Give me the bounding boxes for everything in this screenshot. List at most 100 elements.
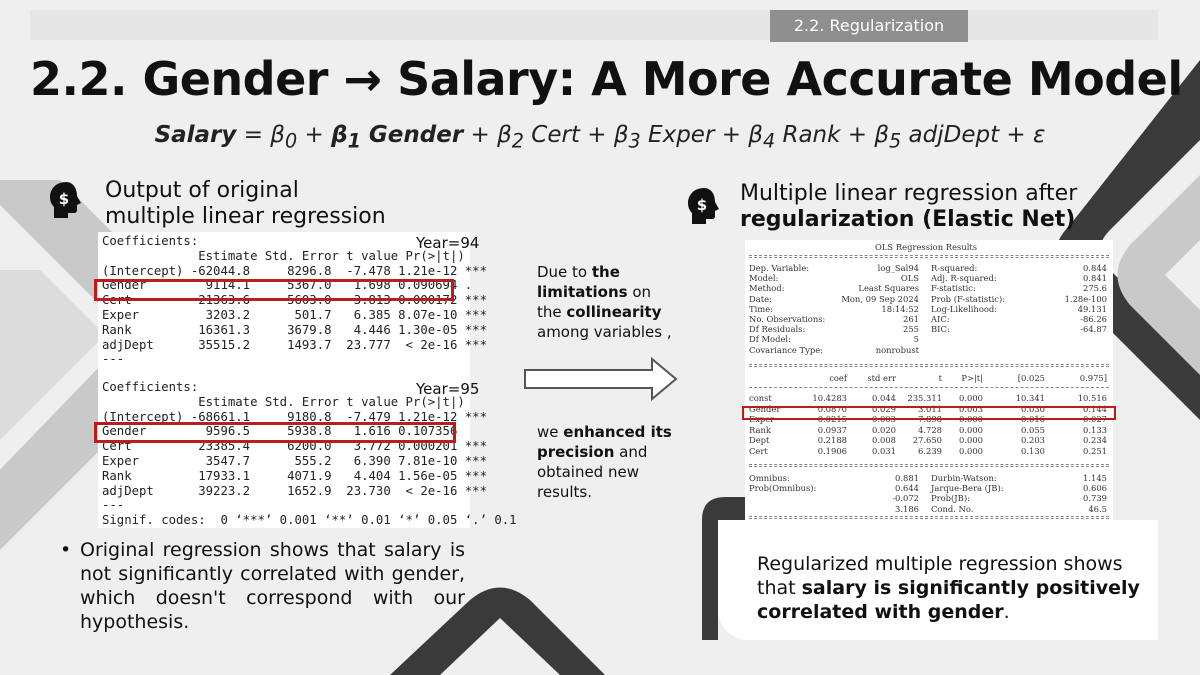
ols-coef-name: const — [749, 393, 772, 403]
ols-coef-header: t — [938, 373, 942, 383]
ols-coef-name: Cert — [749, 445, 768, 456]
ols-rule — [749, 516, 1109, 517]
right-heading: Multiple linear regression after regular… — [740, 181, 1077, 233]
ols-coef-name: Dept — [749, 435, 770, 445]
equation-beta0: β — [270, 122, 285, 148]
ols-coef-value: 0.000 — [959, 445, 983, 456]
ols-coef-value: 0.000 — [959, 435, 983, 445]
ols-coef-header: P>|t| — [961, 373, 983, 383]
ols-coef-value: 0.251 — [1083, 445, 1107, 456]
arrow-right-icon — [524, 356, 680, 406]
gender-highlight-1995 — [94, 422, 456, 443]
ols-coef-value: 0.0870 — [817, 403, 847, 414]
r-output-1995: Coefficients: Estimate Std. Error t valu… — [98, 378, 517, 528]
ols-right-label: F-statistic: — [931, 283, 976, 294]
ols-coef-value: 235.311 — [907, 393, 942, 403]
gender-highlight-1994 — [94, 279, 454, 301]
dollar-head-icon: $ — [686, 186, 722, 226]
ols-left-value: 261 — [903, 314, 919, 324]
ols-left-label: No. Observations: — [749, 314, 826, 324]
ols-right-label: R-squared: — [931, 263, 978, 273]
ols-right-label: Adj. R-squared: — [931, 273, 997, 284]
ols-left-value: nonrobust — [875, 344, 919, 355]
ols-diag-value: 0.644 — [895, 483, 919, 494]
ols-left-label: Time: — [749, 303, 773, 314]
equation-beta1: β1 Gender — [331, 122, 464, 153]
ols-left-value: Least Squares — [858, 283, 919, 294]
ols-left-value: OLS — [900, 273, 919, 284]
ols-coef-value: 0.031 — [872, 445, 896, 456]
ols-coef-header: 0.975] — [1079, 373, 1107, 383]
ols-coef-value: 0.030 — [1021, 403, 1045, 414]
ols-right-value: 275.6 — [1083, 283, 1107, 294]
ols-coef-value: 4.728 — [918, 424, 942, 435]
ols-coef-value: 3.011 — [918, 403, 942, 414]
ols-right-label: Prob (F-statistic): — [931, 293, 1006, 304]
r-output-1995-text: Coefficients: Estimate Std. Error t valu… — [102, 380, 517, 528]
left-heading-line2: multiple linear regression — [105, 204, 386, 229]
ols-coef-value: 0.1906 — [817, 445, 847, 456]
ols-right-label: Log-Likelihood: — [931, 303, 998, 314]
ols-diag-label: Cond. No. — [931, 503, 974, 514]
equation-rank: Rank + β — [775, 122, 890, 148]
ols-coef-value: 0.055 — [1021, 424, 1045, 435]
ols-results: OLS Regression Results Dep. Variable: Mode… — [745, 240, 1113, 530]
ols-coef-value: 10.4283 — [812, 393, 847, 403]
ols-diag-value: 3.186 — [895, 503, 919, 514]
ols-rule — [749, 255, 1109, 256]
ols-left-value: 255 — [903, 324, 919, 335]
header-strip — [30, 10, 1158, 40]
ols-left-label: Df Model: — [749, 334, 791, 345]
year95-label: Year=95 — [416, 380, 480, 398]
ols-coef-value: 0.044 — [872, 393, 896, 403]
equation-beta3-sub: 3 — [628, 129, 641, 153]
right-heading-line2: regularization (Elastic Net) — [740, 207, 1076, 232]
equation-beta2-sub: 2 — [511, 129, 524, 153]
ols-rule — [749, 466, 1109, 467]
ols-rule — [749, 364, 1109, 365]
ols-coef-value: 0.000 — [959, 393, 983, 403]
ols-diag-label: Durbin-Watson: — [931, 473, 997, 483]
ols-title: OLS Regression Results — [875, 242, 978, 252]
equation-beta0-sub: 0 — [284, 129, 298, 153]
svg-text:$: $ — [697, 196, 707, 214]
ols-coef-value: 27.650 — [912, 435, 942, 445]
ols-coef-header: std err — [867, 373, 896, 383]
left-heading-line1: Output of original — [105, 178, 299, 203]
ols-coef-header: [0.025 — [1017, 373, 1045, 383]
ols-rule — [749, 387, 1109, 388]
ols-right-value: -86.26 — [1080, 314, 1107, 324]
ols-coef-value: 0.144 — [1083, 403, 1107, 414]
equation-cert: Cert + β — [523, 122, 629, 148]
equation-tail: adjDept + ε — [901, 122, 1046, 148]
ols-coef-value: 0.003 — [959, 403, 983, 414]
section-tag: 2.2. Regularization — [770, 10, 968, 42]
ols-coef-name: Gender — [749, 403, 781, 414]
ols-left-label: Date: — [749, 293, 772, 304]
dollar-head-icon: $ — [48, 180, 84, 220]
ols-coef-value: 0.2188 — [817, 435, 847, 445]
left-heading: Output of original multiple linear regre… — [105, 178, 386, 230]
regression-equation: Salary = β0 + β1 Gender + β2 Cert + β3 E… — [0, 122, 1200, 153]
ols-diag-value: 0.739 — [1083, 493, 1107, 504]
ols-left-value: log_Sal94 — [877, 263, 919, 273]
bullet-dot: • — [60, 539, 72, 561]
middle-text-1: Due to the limitations on the collineari… — [537, 263, 672, 341]
ols-coef-value: 0.020 — [872, 424, 896, 435]
ols-diag-label: Jarque-Bera (JB): — [931, 483, 1004, 494]
equation-exper: Exper + β — [640, 122, 763, 148]
ols-left-value: Mon, 09 Sep 2024 — [841, 293, 919, 304]
ols-left-label: Model: — [749, 273, 779, 284]
ols-coef-value: 0.130 — [1021, 445, 1045, 456]
ols-coef-value: 0.029 — [872, 403, 896, 414]
ols-diag-label: Prob(JB): — [931, 493, 970, 504]
ols-coef-value: 0.008 — [872, 435, 896, 445]
ols-coef-value: 6.239 — [918, 445, 942, 456]
ols-rule — [749, 257, 1109, 258]
ols-diag-label: Omnibus: — [749, 473, 790, 483]
ols-coef-value: 10.341 — [1015, 393, 1045, 403]
r-output-1994-text: Coefficients: Estimate Std. Error t valu… — [102, 234, 487, 367]
ols-coef-value: 0.234 — [1083, 435, 1107, 445]
ols-coef-name: Rank — [749, 424, 771, 435]
ols-left-label: Covariance Type: — [749, 344, 824, 355]
